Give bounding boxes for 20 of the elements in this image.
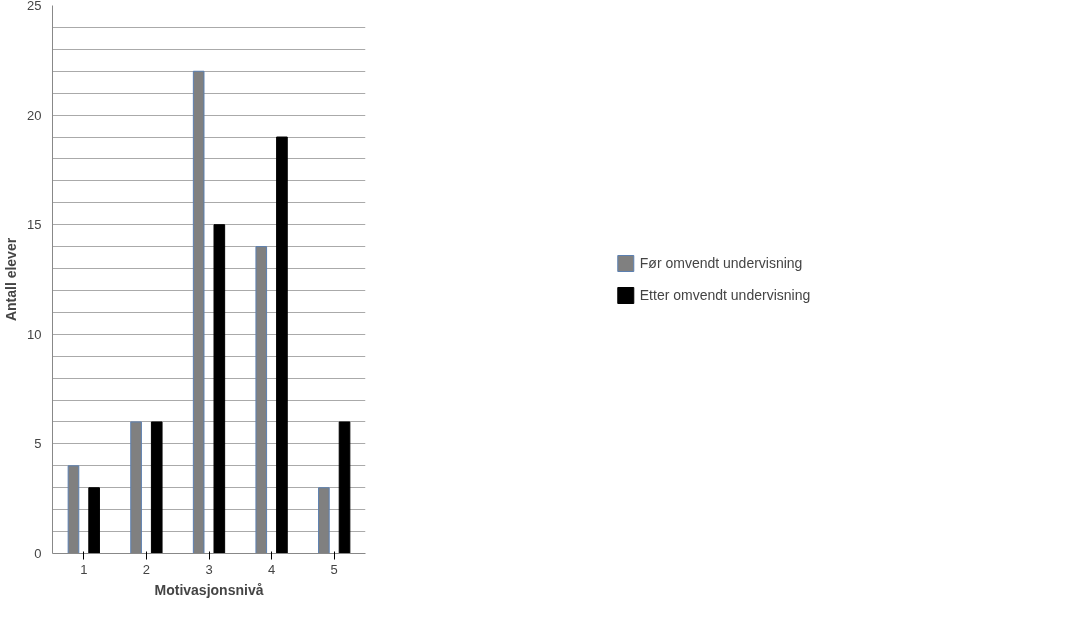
x-tick-label: 3 <box>205 561 213 577</box>
y-tick-label: 0 <box>34 546 42 561</box>
x-tick-label: 5 <box>330 561 338 577</box>
x-tick-label: 4 <box>267 561 276 577</box>
bar <box>213 224 226 554</box>
bar <box>338 421 351 554</box>
y-tick-label: 5 <box>34 436 42 452</box>
y-tick-label: 10 <box>27 326 42 342</box>
x-axis-title: Motivasjonsnivå <box>154 581 264 598</box>
bar <box>276 136 288 554</box>
x-tick-label: 1 <box>80 561 88 577</box>
y-tick-label: 20 <box>27 107 42 123</box>
legend-label: Før omvendt undervisning <box>639 255 803 271</box>
bar <box>88 487 100 554</box>
x-tick-label: 2 <box>142 561 151 577</box>
y-tick-label: 15 <box>27 217 42 233</box>
y-tick-label: 25 <box>27 0 42 13</box>
legend-label: Etter omvendt undervisning <box>639 287 811 303</box>
bar <box>150 421 163 554</box>
y-axis-title: Antall elever <box>3 237 20 322</box>
